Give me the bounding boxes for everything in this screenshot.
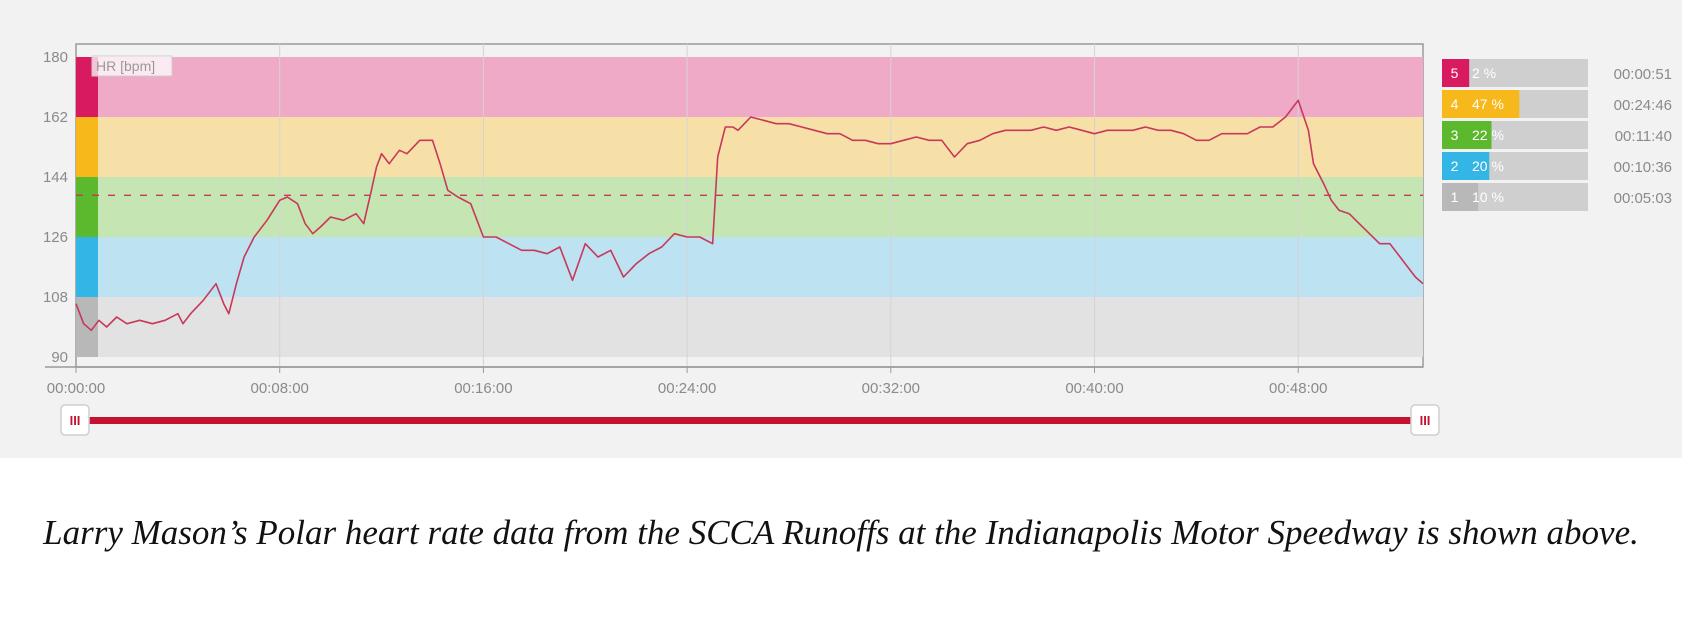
heart-rate-series-line [75,99,1424,332]
zone-3-strip [76,177,98,237]
x-tick-label: 00:24:00 [658,380,716,397]
y-tick-label: 144 [43,169,68,186]
zone-5-bar-track [1467,59,1588,87]
x-tick-label: 00:00:00 [47,380,105,397]
zone-4-swatch [1442,90,1467,118]
zone-2-swatch [1442,152,1467,180]
zone-2-number: 2 [1451,158,1459,174]
y-tick-label: 90 [51,349,68,366]
zone-1-percent: 10 % [1472,189,1504,205]
range-handle-right[interactable]: III [1410,404,1440,436]
zone-5-swatch [1442,59,1467,87]
zone-1-bar-fill [1467,183,1479,211]
zone-3-percent: 22 % [1472,127,1504,143]
y-tick-label: 108 [43,289,68,306]
x-tick-label: 00:32:00 [862,380,920,397]
zone-1-number: 1 [1451,189,1459,205]
zone-1-bar-track [1467,183,1588,211]
zone-2-strip [76,237,98,297]
zone-4-strip [76,117,98,177]
zone-4-percent: 47 % [1472,96,1504,112]
y-tick-label: 126 [43,229,68,246]
heart-rate-chart: 90 108 126 144 162 180 00:00:00 00:08:00 00:16:… [43,43,1672,436]
zone-2-time: 00:10:36 [1614,159,1672,176]
zone-4-bar-fill [1467,90,1520,118]
y-axis-label: HR [bpm] [91,55,173,77]
zone-1-time: 00:05:03 [1614,190,1672,207]
zone-3-band [98,177,1423,237]
zone-3-legend-row: 3 22 % 00:11:40 [1442,121,1672,149]
x-tick-label: 00:40:00 [1065,380,1123,397]
zone-1-band [98,297,1423,357]
zone-2-legend-row: 2 20 % 00:10:36 [1442,152,1672,180]
zone-5-number: 5 [1451,65,1459,81]
range-track[interactable] [76,417,1426,424]
zone-3-number: 3 [1451,127,1459,143]
range-handle-left[interactable]: III [60,404,90,436]
svg-text:III: III [70,413,81,428]
figure-caption: Larry Mason’s Polar heart rate data from… [43,513,1639,552]
zone-1-swatch [1442,183,1467,211]
svg-text:HR [bpm]: HR [bpm] [96,58,155,74]
x-tick-label: 00:16:00 [454,380,512,397]
svg-text:III: III [1420,413,1431,428]
zone-4-time: 00:24:46 [1614,97,1672,114]
zone-5-band [98,57,1423,117]
x-tick-label: 00:48:00 [1269,380,1327,397]
time-range-slider[interactable]: III III [60,404,1440,436]
zone-3-swatch [1442,121,1467,149]
zone-4-number: 4 [1451,96,1459,112]
y-tick-label: 162 [43,109,68,126]
zone-5-bar-fill [1467,59,1470,87]
zone-5-legend-row: 5 2 % 00:00:51 [1442,59,1672,87]
zone-3-bar-fill [1467,121,1492,149]
zone-5-time: 00:00:51 [1614,66,1672,83]
zone-1-legend-row: 1 10 % 00:05:03 [1442,183,1672,211]
zone-legend: 5 2 % 00:00:51 4 47 % 00:24:46 3 22 % 00:11:40 2 2… [1442,59,1672,211]
zone-5-percent: 2 % [1472,65,1496,81]
zone-2-bar-fill [1467,152,1490,180]
zone-4-band [98,117,1423,177]
zone-4-legend-row: 4 47 % 00:24:46 [1442,90,1672,118]
x-tick-label: 00:08:00 [251,380,309,397]
zone-2-percent: 20 % [1472,158,1504,174]
zone-3-time: 00:11:40 [1615,128,1672,145]
y-tick-label: 180 [43,49,68,66]
zone-2-band [98,237,1423,297]
